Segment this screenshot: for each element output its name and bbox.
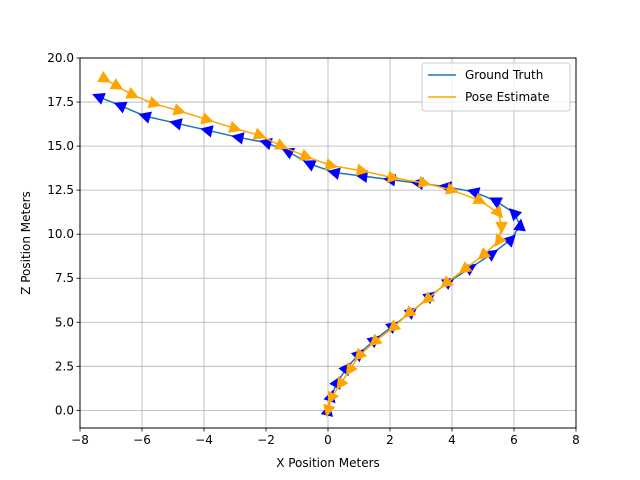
- legend: Ground Truth Pose Estimate: [421, 62, 571, 112]
- series-marker-pose-estimate: [97, 71, 111, 83]
- x-tick-label: 8: [572, 433, 580, 447]
- series-marker-pose-estimate: [403, 305, 417, 318]
- series-marker-pose-estimate: [458, 261, 473, 274]
- series-marker-ground-truth: [303, 160, 317, 172]
- series-marker-ground-truth: [355, 170, 369, 183]
- x-axis-label: X Position Meters: [276, 456, 380, 470]
- series-marker-pose-estimate: [495, 221, 508, 235]
- y-tick-label: 12.5: [47, 183, 74, 197]
- x-tick-label: −6: [133, 433, 151, 447]
- x-tick-label: −4: [195, 433, 213, 447]
- x-tick-label: 2: [386, 433, 394, 447]
- y-tick-label: 5.0: [55, 315, 74, 329]
- y-tick-label: 2.5: [55, 359, 74, 373]
- series-marker-pose-estimate: [417, 175, 431, 189]
- x-tick-label: 0: [324, 433, 332, 447]
- series-marker-pose-estimate: [421, 291, 436, 304]
- x-tick-label: −8: [71, 433, 89, 447]
- series-marker-ground-truth: [92, 92, 106, 105]
- series-marker-ground-truth: [231, 132, 245, 145]
- y-tick-label: 10.0: [47, 227, 74, 241]
- series-marker-ground-truth: [169, 118, 183, 131]
- series-layer: [92, 71, 526, 418]
- series-marker-pose-estimate: [386, 170, 400, 183]
- series-marker-ground-truth: [513, 218, 526, 232]
- series-marker-ground-truth: [138, 111, 153, 124]
- series-marker-pose-estimate: [490, 204, 503, 219]
- series-marker-pose-estimate: [477, 247, 492, 260]
- series-marker-pose-estimate: [125, 87, 140, 99]
- series-marker-pose-estimate: [324, 158, 338, 171]
- series-marker-ground-truth: [113, 101, 128, 114]
- series-marker-pose-estimate: [345, 362, 358, 376]
- y-tick-label: 7.5: [55, 271, 74, 285]
- series-marker-pose-estimate: [472, 192, 487, 205]
- y-tick-label: 17.5: [47, 95, 74, 109]
- series-marker-pose-estimate: [494, 233, 507, 248]
- series-marker-pose-estimate: [200, 112, 214, 125]
- series-marker-pose-estimate: [445, 182, 459, 195]
- series-marker-pose-estimate: [109, 78, 124, 90]
- series-marker-ground-truth: [502, 234, 516, 248]
- tick-layer: −8 −6 −4 −2 0 2 4 6 8 0.0 2.5 5.0 7.5 10.0 12.5 15.0 17.…: [47, 51, 580, 447]
- series-marker-pose-estimate: [354, 347, 368, 362]
- series-marker-pose-estimate: [387, 319, 402, 333]
- series-marker-pose-estimate: [440, 275, 454, 288]
- series-marker-pose-estimate: [355, 163, 369, 176]
- legend-box: [421, 62, 571, 112]
- x-tick-label: −2: [257, 433, 275, 447]
- y-tick-label: 20.0: [47, 51, 74, 65]
- series-marker-pose-estimate: [172, 103, 186, 116]
- series-marker-pose-estimate: [274, 138, 288, 150]
- series-marker-ground-truth: [200, 125, 214, 138]
- series-marker-pose-estimate: [327, 390, 340, 405]
- series-marker-pose-estimate: [252, 127, 267, 140]
- x-tick-label: 6: [510, 433, 518, 447]
- legend-label-ground-truth: Ground Truth: [465, 68, 543, 82]
- series-marker-ground-truth: [327, 167, 341, 180]
- y-axis-label: Z Position Meters: [19, 191, 33, 295]
- series-marker-pose-estimate: [228, 120, 242, 134]
- series-marker-ground-truth: [484, 249, 499, 262]
- y-tick-label: 15.0: [47, 139, 74, 153]
- series-marker-ground-truth: [489, 197, 503, 209]
- series-marker-pose-estimate: [299, 148, 313, 161]
- series-marker-pose-estimate: [147, 96, 162, 109]
- legend-label-pose-estimate: Pose Estimate: [465, 90, 550, 104]
- x-tick-label: 4: [448, 433, 456, 447]
- series-marker-pose-estimate: [336, 376, 349, 390]
- series-marker-ground-truth: [509, 208, 523, 222]
- y-tick-label: 0.0: [55, 403, 74, 417]
- series-marker-pose-estimate: [369, 333, 383, 347]
- series-marker-pose-estimate: [323, 403, 336, 418]
